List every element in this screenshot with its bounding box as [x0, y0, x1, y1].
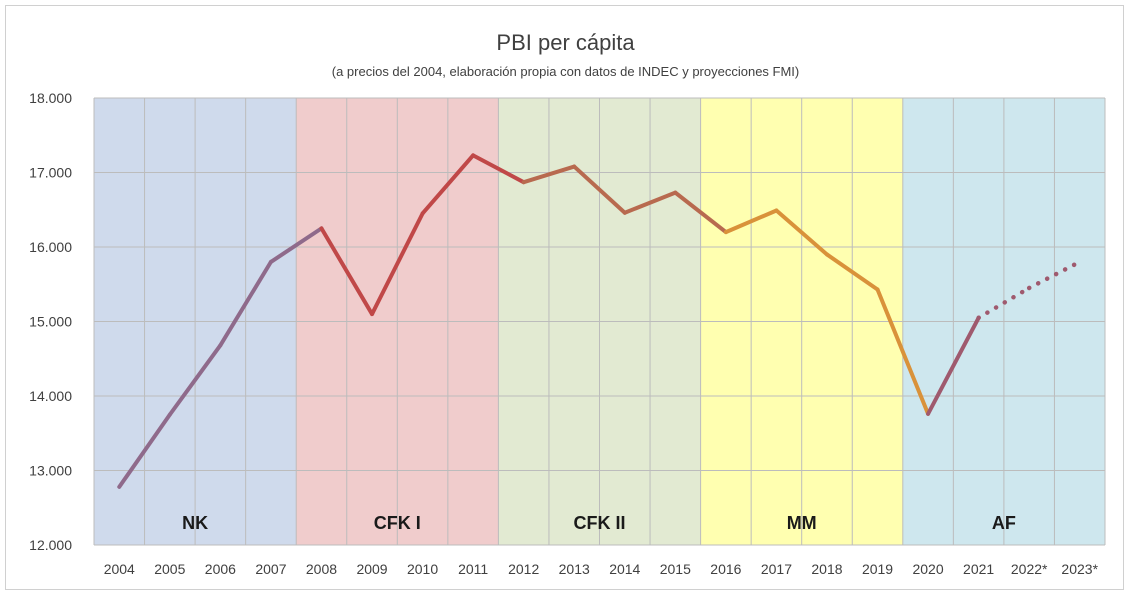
x-tick-label: 2015 — [660, 561, 691, 577]
x-tick-label: 2018 — [811, 561, 842, 577]
x-tick-label: 2012 — [508, 561, 539, 577]
y-tick-label: 17.000 — [29, 165, 72, 181]
line-segment — [521, 164, 577, 185]
line-segment — [268, 226, 324, 264]
x-tick-label: 2013 — [559, 561, 590, 577]
y-axis-ticks: 12.000 13.000 14.000 15.000 16.000 17.000 18.0… — [29, 90, 72, 553]
x-tick-label: 2017 — [761, 561, 792, 577]
x-tick-label: 2006 — [205, 561, 236, 577]
line-segment — [673, 190, 728, 235]
x-tick-label: 2014 — [609, 561, 640, 577]
x-tick-label: 2021 — [963, 561, 994, 577]
x-tick-label: 2016 — [710, 561, 741, 577]
line-segment — [370, 211, 425, 317]
x-tick-label: 2022* — [1011, 561, 1048, 577]
line-segment — [875, 287, 931, 416]
x-axis-ticks: 2004 2005 2006 2007 2008 2009 2010 2011 2012 2013… — [104, 561, 1099, 577]
chart-title: PBI per cápita — [496, 30, 635, 55]
line-segment — [167, 343, 223, 417]
chart-subtitle: (a precios del 2004, elaboración propia … — [331, 64, 800, 79]
x-tick-label: 2004 — [104, 561, 135, 577]
period-label: MM — [787, 513, 817, 533]
y-tick-label: 13.000 — [29, 463, 72, 479]
line-segment — [572, 164, 627, 215]
line-segment — [471, 153, 526, 185]
period-label: AF — [992, 513, 1016, 533]
x-tick-label: 2020 — [912, 561, 943, 577]
line-segment — [319, 226, 375, 317]
x-tick-label: 2019 — [862, 561, 893, 577]
x-tick-label: 2008 — [306, 561, 337, 577]
line-segment — [723, 208, 779, 235]
line-segment — [824, 252, 880, 292]
x-tick-label: 2010 — [407, 561, 438, 577]
projection-segment — [1026, 259, 1082, 291]
x-tick-label: 2011 — [458, 561, 488, 577]
line-segment — [218, 259, 273, 348]
data-line — [117, 153, 1082, 489]
period-label: NK — [182, 513, 208, 533]
line-segment — [926, 315, 981, 416]
projection-segment — [976, 285, 1032, 321]
x-tick-label: 2009 — [356, 561, 387, 577]
line-segment — [622, 190, 678, 215]
period-labels: NK CFK I CFK II MM AF — [182, 513, 1016, 533]
x-tick-label: 2007 — [255, 561, 286, 577]
x-tick-label: 2023* — [1061, 561, 1098, 577]
line-segment — [420, 153, 476, 216]
y-tick-label: 18.000 — [29, 90, 72, 106]
line-segment — [117, 412, 172, 489]
line-segment — [774, 208, 829, 257]
x-tick-label: 2005 — [154, 561, 185, 577]
gridlines — [93, 97, 1106, 546]
y-tick-label: 12.000 — [29, 537, 72, 553]
period-label: CFK I — [374, 513, 421, 533]
period-label: CFK II — [574, 513, 626, 533]
y-tick-label: 15.000 — [29, 314, 72, 330]
y-tick-label: 16.000 — [29, 239, 72, 255]
y-tick-label: 14.000 — [29, 388, 72, 404]
